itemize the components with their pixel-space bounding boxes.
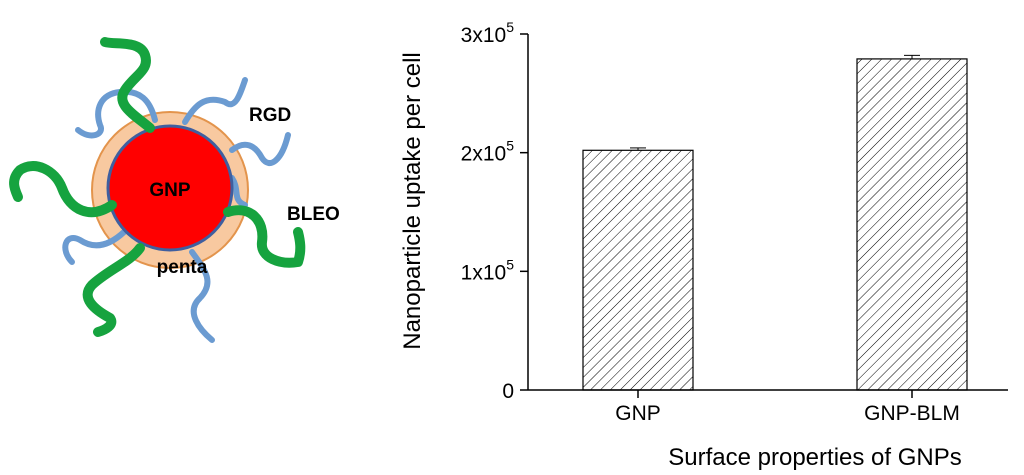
y-tick-label-1: 1x105: [461, 256, 515, 284]
x-ticks: GNP GNP-BLM: [615, 390, 960, 425]
penta-shell-label: penta: [157, 257, 208, 278]
bars: [582, 54, 968, 391]
rgd-ligand-2: [182, 77, 248, 125]
rgd-ligand-4: [62, 229, 127, 265]
y-tick-label-2: 2x105: [461, 138, 515, 166]
bar-gnp: [582, 149, 694, 391]
x-axis-title: Surface properties of GNPs: [668, 444, 961, 471]
rgd-label: RGD: [249, 105, 291, 126]
y-ticks: 0 1x105 2x105 3x105: [461, 19, 528, 403]
bleo-ligands: [9, 37, 306, 337]
y-axis-title: Nanoparticle uptake per cell: [399, 52, 426, 350]
gnp-core: [106, 124, 234, 252]
bleo-ligand-3: [223, 205, 306, 268]
rgd-ligand-5: [189, 249, 215, 343]
bar-gnp-blm: [856, 58, 968, 391]
bleo-ligand-1: [100, 37, 155, 133]
gnp-core-label: GNP: [149, 180, 191, 201]
rgd-ligand-1: [75, 88, 158, 139]
nanoparticle-schematic: GNP penta RGD BLEO: [9, 37, 340, 343]
rgd-ligands: [62, 77, 291, 343]
bleo-label: BLEO: [287, 204, 340, 225]
y-tick-label-3: 3x105: [461, 19, 515, 47]
bar-chart: 0 1x105 2x105 3x105 GNP GNP-BLM Nanoparticle…: [399, 19, 1008, 471]
rgd-ligand-3: [229, 132, 291, 166]
y-tick-label-0: 0: [502, 380, 514, 403]
bleo-ligand-4: [82, 243, 145, 337]
x-tick-label-0: GNP: [615, 402, 661, 425]
x-tick-label-1: GNP-BLM: [864, 402, 960, 425]
rgd-ligand-6: [229, 175, 248, 208]
bleo-ligand-2: [9, 161, 117, 218]
